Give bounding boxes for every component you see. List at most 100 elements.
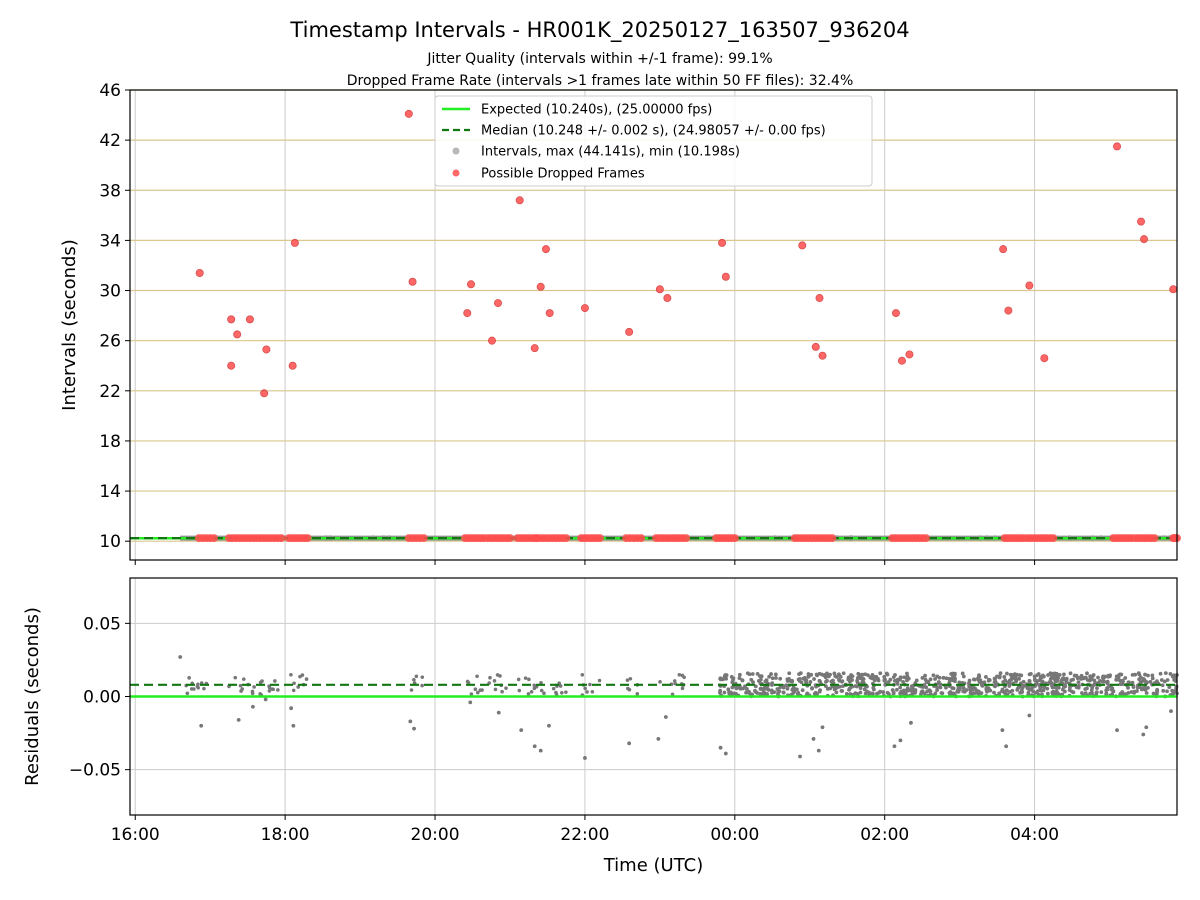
residual-point	[1005, 671, 1009, 676]
residual-point	[993, 684, 997, 689]
residual-point	[672, 679, 677, 683]
residual-point	[260, 679, 264, 683]
dropped-frame-point	[408, 277, 417, 286]
residual-point	[895, 677, 900, 682]
residual-point	[922, 682, 927, 687]
x-tick-label: 16:00	[111, 825, 160, 845]
residual-point	[495, 673, 500, 677]
residual-point	[1000, 687, 1005, 692]
residual-point	[252, 685, 256, 689]
residual-point	[1028, 687, 1033, 692]
residual-point	[1116, 675, 1121, 680]
residual-point	[1007, 684, 1012, 688]
dropped-frame-point	[290, 238, 299, 247]
residual-point	[241, 677, 246, 681]
residual-point	[941, 675, 946, 680]
residual-point	[997, 674, 1002, 679]
residual-point	[1002, 690, 1007, 695]
residual-point	[473, 687, 478, 691]
residual-point	[1035, 673, 1039, 678]
dropped-frame-rate-subtitle: Dropped Frame Rate (intervals >1 frames …	[347, 73, 854, 89]
residual-point	[187, 676, 191, 680]
residual-point	[984, 685, 989, 690]
dropped-frame-baseline-point	[1049, 534, 1058, 543]
residuals-y-tick-label: 0.00	[83, 688, 121, 708]
residual-point	[722, 690, 727, 695]
residual-point	[950, 691, 954, 696]
residual-point	[1004, 688, 1009, 693]
residual-point	[955, 689, 960, 694]
residual-point	[590, 690, 595, 694]
residual-point	[1021, 679, 1026, 684]
residual-outlier-point	[289, 706, 294, 711]
residual-point	[950, 686, 955, 690]
x-tick-label: 04:00	[1010, 825, 1059, 845]
residual-point	[539, 680, 543, 685]
residual-point	[832, 685, 837, 690]
residual-point	[296, 685, 300, 689]
residual-point	[854, 684, 859, 689]
residual-point	[920, 676, 925, 680]
residual-point	[797, 672, 801, 677]
residual-point	[1018, 673, 1022, 678]
residual-point	[997, 691, 1002, 696]
residual-point	[1074, 673, 1079, 678]
residual-point	[1162, 679, 1167, 684]
residual-point	[488, 675, 492, 680]
residual-point	[192, 687, 196, 691]
residual-point	[1129, 690, 1134, 694]
residual-point	[1007, 680, 1012, 685]
residual-point	[730, 685, 735, 690]
residual-point	[276, 688, 280, 692]
residual-point	[909, 684, 914, 689]
residual-point	[781, 685, 786, 690]
dropped-frame-point	[545, 309, 554, 318]
intervals-y-tick-label: 42	[99, 131, 121, 151]
residual-point	[523, 676, 528, 680]
residual-point	[1158, 671, 1163, 676]
intervals-marks	[130, 109, 1181, 543]
x-tick-label: 20:00	[411, 825, 460, 845]
residual-outlier-point	[892, 744, 897, 749]
residual-outlier-point	[723, 751, 728, 756]
residual-point	[935, 688, 940, 692]
residual-outlier-point	[663, 715, 668, 719]
residual-point	[808, 680, 813, 684]
residual-point	[270, 687, 275, 691]
dropped-frame-point	[245, 315, 254, 324]
residual-point	[1082, 676, 1086, 681]
residual-point	[863, 672, 868, 677]
dropped-frame-baseline-point	[505, 534, 514, 543]
residual-point	[1015, 672, 1019, 677]
residual-point	[551, 686, 556, 691]
residual-point	[1096, 675, 1100, 680]
residual-point	[828, 686, 833, 691]
residual-point	[885, 672, 890, 677]
residual-outlier-point	[251, 704, 255, 709]
residual-point	[949, 672, 954, 676]
residual-point	[933, 677, 937, 681]
residual-point	[980, 683, 985, 688]
legend: Expected (10.240s), (25.00000 fps) Median…	[434, 95, 873, 187]
residual-point	[787, 676, 791, 681]
x-tick-label: 18:00	[261, 825, 310, 845]
residual-point	[185, 691, 190, 696]
legend-expected-label: Expected (10.240s), (25.00000 fps)	[481, 103, 712, 118]
dropped-frame-point	[1169, 285, 1178, 294]
intervals-y-tick-label: 26	[99, 332, 121, 352]
residual-point	[1151, 691, 1156, 696]
residual-outlier-point	[178, 655, 183, 659]
residual-outlier-point	[412, 726, 416, 731]
residual-point	[895, 687, 899, 692]
intervals-y-axis: 10 14 18 22 26 30 34 38 42 46	[99, 81, 130, 552]
residual-point	[1145, 680, 1149, 685]
residual-outlier-point	[408, 719, 413, 724]
residual-point	[580, 673, 585, 677]
residual-point	[1155, 687, 1160, 692]
residual-point	[950, 675, 955, 680]
residual-point	[202, 686, 206, 691]
residual-point	[758, 687, 763, 691]
dropped-frame-point	[811, 342, 820, 351]
residual-point	[560, 690, 564, 695]
